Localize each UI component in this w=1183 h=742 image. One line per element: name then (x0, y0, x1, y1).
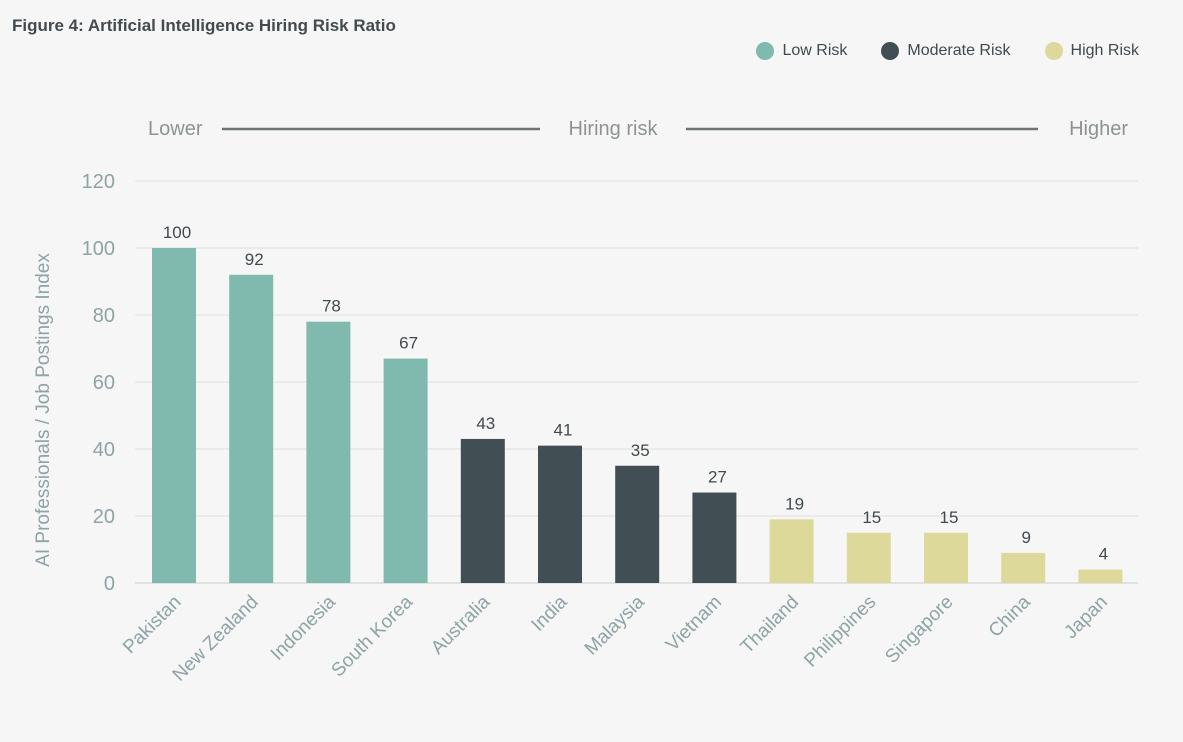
value-label-pakistan: 100 (163, 223, 191, 242)
legend-label-moderate-risk: Moderate Risk (907, 42, 1011, 59)
scale-higher-label: Higher (1069, 118, 1128, 140)
bar-indonesia (306, 321, 351, 583)
y-tick-label-0: 0 (104, 573, 115, 595)
bar-philippines (846, 532, 891, 583)
x-tick-label-vietnam: Vietnam (662, 592, 726, 656)
bar-india (538, 445, 582, 583)
bar-vietnam (692, 492, 737, 583)
y-tick-label-40: 40 (93, 439, 115, 461)
value-label-philippines: 15 (862, 508, 881, 527)
value-label-australia: 43 (476, 414, 495, 433)
x-tick-label-china: China (985, 591, 1035, 641)
bar-malaysia (615, 465, 660, 583)
x-tick-label-indonesia: Indonesia (267, 591, 340, 664)
value-label-vietnam: 27 (708, 468, 727, 487)
scale-middle-label: Hiring risk (569, 118, 659, 140)
value-label-new-zealand: 92 (245, 250, 264, 269)
y-axis-title: AI Professionals / Job Postings Index (33, 253, 54, 567)
hiring-risk-scale: Lower Hiring risk Higher (148, 118, 1128, 140)
legend-item-high-risk: High Risk (1044, 42, 1139, 60)
legend-swatch-low-risk (756, 42, 775, 60)
legend: Low Risk Moderate Risk High Risk (756, 42, 1139, 60)
x-tick-label-india: India (528, 591, 572, 635)
bar-australia (460, 438, 505, 583)
value-label-indonesia: 78 (322, 297, 341, 316)
bar-china (1001, 552, 1046, 583)
value-label-japan: 4 (1099, 545, 1108, 564)
y-tick-label-60: 60 (93, 372, 115, 394)
value-label-malaysia: 35 (631, 441, 650, 460)
x-tick-label-australia: Australia (427, 591, 494, 658)
legend-label-low-risk: Low Risk (782, 42, 848, 59)
x-tick-label-japan: Japan (1060, 592, 1111, 643)
y-tick-label-80: 80 (93, 305, 115, 327)
value-labels: 100 92 78 67 43 41 35 27 19 15 15 9 4 (163, 223, 1108, 564)
chart-title: Figure 4: Artificial Intelligence Hiring… (12, 16, 396, 35)
y-tick-label-120: 120 (82, 171, 115, 193)
x-tick-label-philippines: Philippines (800, 592, 880, 672)
bars (152, 248, 1123, 583)
x-tick-label-south-korea: South Korea (328, 591, 418, 681)
scale-lower-label: Lower (148, 118, 203, 140)
y-tick-label-100: 100 (82, 238, 115, 260)
y-tick-label-20: 20 (93, 506, 115, 528)
bar-south-korea (383, 358, 428, 583)
legend-item-low-risk: Low Risk (756, 42, 847, 60)
bar-thailand (769, 519, 814, 583)
bar-new-zealand (229, 274, 274, 583)
y-axis-ticks: 0 20 40 60 80 100 120 (82, 171, 115, 595)
value-label-south-korea: 67 (399, 334, 418, 353)
value-label-china: 9 (1021, 528, 1030, 547)
bar-japan (1078, 569, 1123, 583)
bar-pakistan (152, 248, 196, 583)
value-label-singapore: 15 (940, 508, 959, 527)
grid-lines (135, 180, 1138, 584)
bar-singapore (924, 532, 968, 583)
x-tick-label-malaysia: Malaysia (581, 591, 649, 659)
x-tick-label-thailand: Thailand (737, 592, 803, 658)
legend-swatch-high-risk (1044, 42, 1063, 60)
legend-item-moderate-risk: Moderate Risk (881, 42, 1011, 60)
legend-label-high-risk: High Risk (1070, 42, 1139, 59)
legend-swatch-moderate-risk (881, 42, 900, 60)
x-tick-label-singapore: Singapore (881, 592, 957, 668)
value-label-thailand: 19 (785, 494, 804, 513)
x-tick-label-pakistan: Pakistan (119, 592, 185, 658)
value-label-india: 41 (554, 421, 573, 440)
